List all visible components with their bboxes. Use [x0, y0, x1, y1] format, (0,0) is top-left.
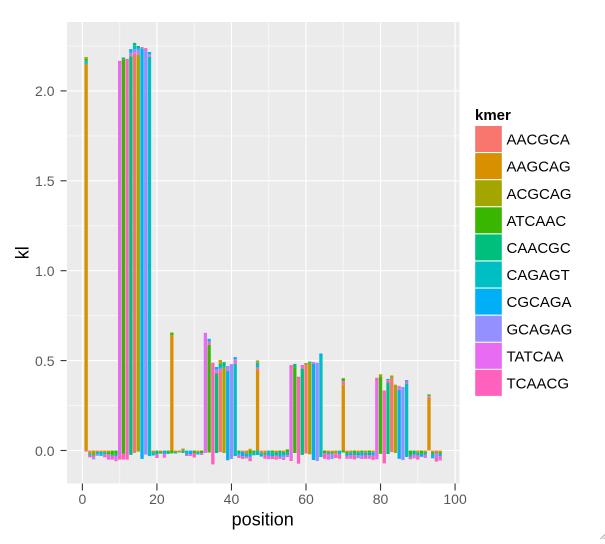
svg-text:TCAACG: TCAACG — [507, 376, 570, 393]
svg-text:ACGCAG: ACGCAG — [507, 186, 572, 203]
svg-text:2.0: 2.0 — [35, 83, 55, 99]
svg-text:0.0: 0.0 — [35, 443, 55, 459]
svg-text:1.0: 1.0 — [35, 263, 55, 279]
svg-text:CGCAGA: CGCAGA — [507, 294, 572, 311]
svg-text:kl: kl — [13, 246, 33, 259]
svg-text:CAGAGT: CAGAGT — [507, 267, 570, 284]
svg-text:CAACGC: CAACGC — [507, 240, 571, 257]
svg-text:80: 80 — [373, 491, 389, 507]
svg-text:0: 0 — [79, 491, 87, 507]
svg-text:0.5: 0.5 — [35, 353, 55, 369]
svg-text:1.5: 1.5 — [35, 173, 55, 189]
svg-text:40: 40 — [224, 491, 240, 507]
svg-text:AAGCAG: AAGCAG — [507, 159, 571, 176]
svg-text:ATCAAC: ATCAAC — [507, 213, 567, 230]
svg-text:TATCAA: TATCAA — [507, 348, 564, 365]
svg-text:60: 60 — [298, 491, 314, 507]
svg-text:20: 20 — [149, 491, 165, 507]
svg-text:AACGCA: AACGCA — [507, 132, 570, 149]
svg-text:kmer: kmer — [475, 107, 511, 124]
svg-text:GCAGAG: GCAGAG — [507, 321, 573, 338]
svg-text:position: position — [232, 510, 294, 530]
svg-text:100: 100 — [443, 491, 467, 507]
